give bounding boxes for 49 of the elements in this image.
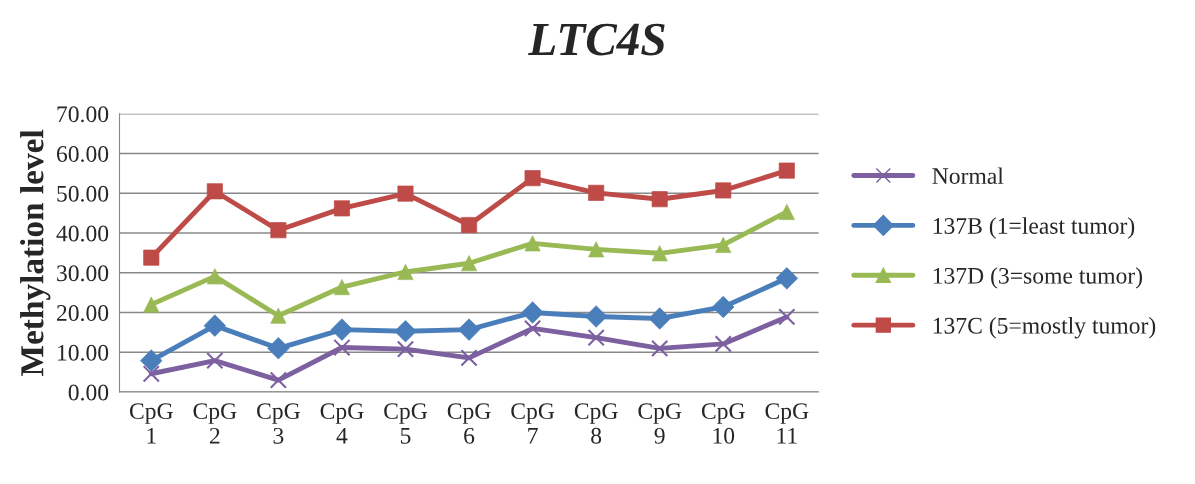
y-tick-label: 20.00 xyxy=(57,305,109,322)
point xyxy=(778,203,795,220)
point xyxy=(206,268,223,285)
x-tick-label: CpG 11 xyxy=(765,403,809,444)
x-tick-label: CpG 10 xyxy=(701,403,745,444)
legend-label: 137D (3=some tumor) xyxy=(933,267,1143,289)
point xyxy=(269,371,288,389)
point xyxy=(333,338,351,357)
point xyxy=(330,318,354,341)
x-tick-label: CpG 1 xyxy=(129,403,173,444)
x-tick-label: CpG 8 xyxy=(574,403,618,444)
y-axis-title: Methylation level xyxy=(20,129,51,376)
point xyxy=(584,305,608,328)
point xyxy=(396,340,415,358)
point xyxy=(206,351,224,370)
point xyxy=(333,279,350,296)
point xyxy=(333,200,350,217)
point xyxy=(143,296,160,313)
point xyxy=(394,320,417,343)
x-tick-label: CpG 3 xyxy=(257,403,300,444)
x-tick-label: CpG 9 xyxy=(638,403,682,444)
point xyxy=(715,236,732,253)
chart-title: LTC4S xyxy=(528,23,665,56)
point xyxy=(714,335,732,353)
y-tick-label: 10.00 xyxy=(58,344,109,361)
x-tick-label: CpG 2 xyxy=(193,403,237,444)
x-tick-label: CpG 5 xyxy=(384,403,428,444)
point xyxy=(778,308,796,326)
y-tick-label: 60.00 xyxy=(56,145,109,163)
legend-label: 137B (1=least tumor) xyxy=(933,217,1135,239)
legend-label: Normal xyxy=(932,167,1004,184)
x-tick-label: CpG 4 xyxy=(320,403,364,444)
point xyxy=(460,349,478,367)
point xyxy=(523,319,542,338)
y-tick-label: 0.00 xyxy=(68,384,109,401)
point xyxy=(142,365,160,383)
y-tick-label: 50.00 xyxy=(57,185,109,202)
point xyxy=(397,263,414,280)
y-tick-label: 30.00 xyxy=(57,265,109,282)
x-tick-label: CpG 7 xyxy=(511,403,555,444)
y-tick-label: 40.00 xyxy=(56,225,109,242)
point xyxy=(457,318,481,341)
y-tick-label: 70.00 xyxy=(57,106,109,123)
point xyxy=(651,339,669,357)
point xyxy=(461,217,478,234)
point xyxy=(587,328,605,347)
x-tick-label: CpG 6 xyxy=(447,403,491,444)
legend-label: 137C (5=mostly tumor) xyxy=(933,317,1156,339)
point xyxy=(203,314,226,337)
